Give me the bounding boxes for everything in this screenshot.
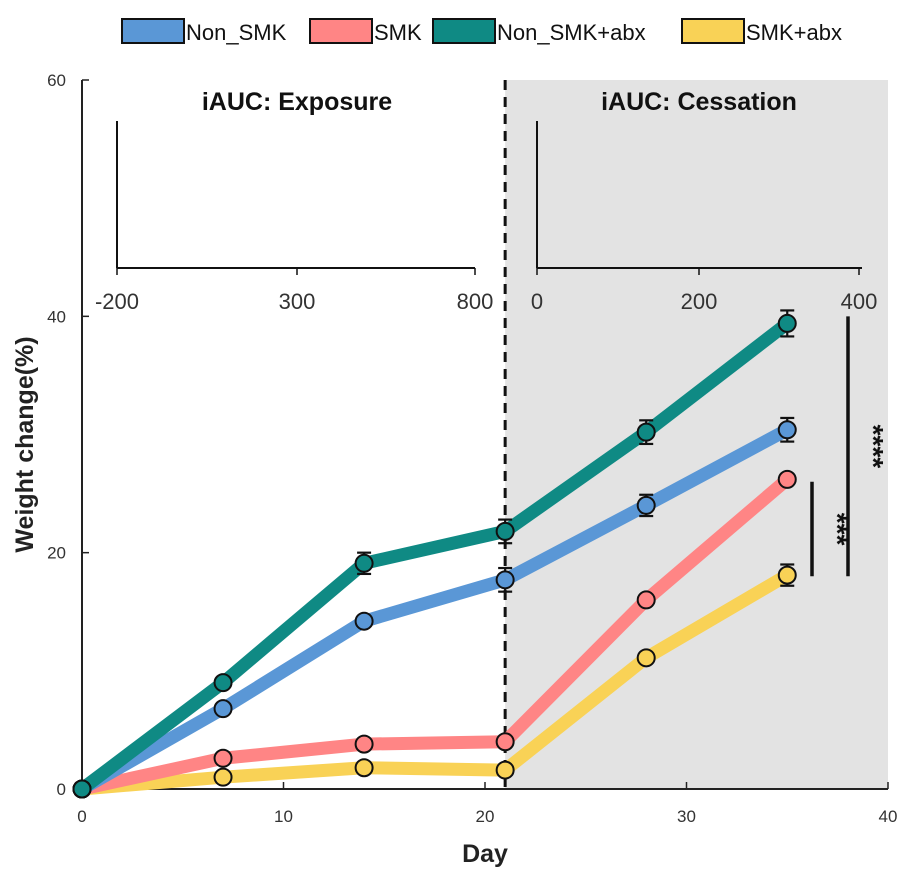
inset-tick-label: 400 [841,289,878,314]
y-tick-label: 0 [57,780,66,799]
legend: Non_SMK SMK Non_SMK+abx SMK+abx [121,18,842,45]
inset-tick-label: 200 [681,289,718,314]
inset-tick-label: 300 [279,289,316,314]
x-tick-label: 30 [677,807,696,826]
data-point-smk [495,732,515,752]
legend-swatch [309,18,373,44]
data-point-non-smk-abx [636,422,656,442]
data-point-non-smk-abx [777,313,797,333]
significance-label: **** [858,425,889,469]
data-point-smk-abx [495,760,515,780]
legend-swatch [432,18,496,44]
inset-title: iAUC: Cessation [601,88,797,116]
x-tick-label: 10 [274,807,293,826]
series-line-smk [75,472,794,796]
data-point-non-smk-abx [72,779,92,799]
inset-title: iAUC: Exposure [202,88,392,116]
y-tick-label: 20 [47,544,66,563]
data-point-smk [354,734,374,754]
inset-tick-label: 0 [531,289,543,314]
y-tick-label: 40 [47,307,66,326]
data-point-non-smk [636,495,656,515]
data-point-non-smk [777,420,797,440]
inset-tick-label: -200 [95,289,139,314]
data-point-smk-abx [213,767,233,787]
series-line-smk-abx [75,568,794,796]
inset-tick-label: 800 [457,289,494,314]
series-group [72,309,797,799]
legend-label: SMK+abx [746,20,842,45]
legend-label: Non_SMK [186,20,287,45]
legend-label: SMK [374,20,422,45]
y-axis-label: Weight change(%) [11,336,39,552]
data-point-non-smk [354,611,374,631]
x-axis-label: Day [462,840,508,868]
significance-annotations: ******* [810,316,889,577]
data-point-non-smk [213,699,233,719]
x-tick-label: 20 [476,807,495,826]
legend-swatch [121,18,185,44]
x-tick-label: 0 [77,807,86,826]
series-line-non-smk [75,423,794,796]
data-point-non-smk-abx [213,673,233,693]
data-point-smk-abx [354,758,374,778]
data-point-smk [213,748,233,768]
y-tick-label: 60 [47,71,66,90]
data-point-non-smk-abx [354,553,374,573]
data-point-smk-abx [636,648,656,668]
data-point-non-smk-abx [495,521,515,541]
data-point-smk-abx [777,565,797,585]
data-point-smk [777,469,797,489]
series-line-non-smk-abx [75,316,794,796]
iauc-insets: iAUC: Exposure -200 300 800 iAUC: Cessation 0… [95,88,877,314]
data-point-non-smk [495,570,515,590]
legend-label: Non_SMK+abx [497,20,646,45]
data-point-smk [636,590,656,610]
legend-swatch [681,18,745,44]
x-tick-label: 40 [879,807,898,826]
